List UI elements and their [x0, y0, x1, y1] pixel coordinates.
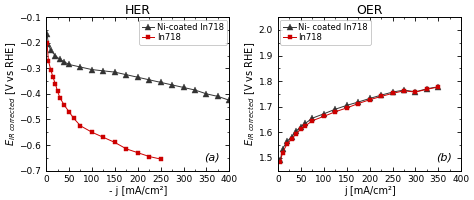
- Ni-coated In718: [135, 76, 141, 78]
- Ni- coated In718: [298, 125, 304, 128]
- Ni-coated In718: [123, 73, 129, 76]
- Ni-coated In718: [57, 58, 63, 61]
- Y-axis label: $E_{IR\ corrected}$ [V vs RHE]: $E_{IR\ corrected}$ [V vs RHE]: [4, 42, 18, 146]
- Ni-coated In718: [48, 49, 54, 52]
- Ni-coated In718: [112, 71, 118, 73]
- Line: In718: In718: [278, 85, 441, 164]
- In718: [66, 111, 72, 113]
- Text: (a): (a): [205, 153, 220, 163]
- Ni- coated In718: [280, 148, 285, 150]
- In718: [123, 148, 129, 150]
- Ni- coated In718: [378, 94, 384, 96]
- Ni- coated In718: [401, 89, 407, 91]
- In718: [356, 102, 361, 105]
- Text: (b): (b): [436, 153, 452, 163]
- In718: [302, 125, 308, 127]
- Ni- coated In718: [284, 140, 290, 142]
- Ni-coated In718: [192, 89, 198, 91]
- In718: [332, 111, 338, 113]
- Ni- coated In718: [332, 108, 338, 110]
- In718: [158, 158, 164, 160]
- In718: [277, 160, 283, 163]
- Ni- coated In718: [310, 117, 315, 119]
- Ni- coated In718: [321, 113, 327, 115]
- X-axis label: j [mA/cm²]: j [mA/cm²]: [344, 186, 395, 196]
- Y-axis label: $E_{IR\ corrected}$ [V vs RHE]: $E_{IR\ corrected}$ [V vs RHE]: [244, 42, 257, 146]
- Ni-coated In718: [227, 99, 232, 101]
- In718: [48, 68, 54, 71]
- Ni- coated In718: [424, 88, 430, 90]
- In718: [53, 82, 58, 85]
- Ni-coated In718: [44, 33, 50, 35]
- In718: [321, 115, 327, 118]
- Ni-coated In718: [146, 79, 152, 81]
- Ni-coated In718: [62, 61, 67, 63]
- In718: [146, 155, 152, 158]
- In718: [112, 141, 118, 144]
- Ni- coated In718: [344, 104, 349, 107]
- Ni- coated In718: [390, 91, 395, 93]
- Ni-coated In718: [169, 84, 175, 86]
- Line: In718: In718: [45, 40, 163, 162]
- In718: [57, 97, 63, 99]
- Ni- coated In718: [356, 101, 361, 103]
- In718: [298, 128, 304, 130]
- Title: HER: HER: [125, 4, 151, 17]
- In718: [44, 42, 50, 44]
- Ni- coated In718: [293, 130, 299, 132]
- In718: [55, 90, 60, 93]
- In718: [284, 143, 290, 145]
- In718: [367, 99, 373, 101]
- Legend: Ni- coated In718, In718: Ni- coated In718, In718: [281, 20, 371, 45]
- Line: Ni-coated In718: Ni-coated In718: [44, 31, 232, 103]
- Ni-coated In718: [215, 95, 221, 98]
- Legend: Ni-coated In718, In718: Ni-coated In718, In718: [139, 20, 227, 45]
- Ni- coated In718: [277, 159, 283, 162]
- Title: OER: OER: [356, 4, 383, 17]
- In718: [135, 151, 141, 154]
- In718: [401, 90, 407, 92]
- Ni- coated In718: [289, 136, 294, 138]
- In718: [280, 151, 285, 154]
- In718: [46, 59, 51, 62]
- Line: Ni- coated In718: Ni- coated In718: [277, 84, 441, 163]
- X-axis label: - j [mA/cm²]: - j [mA/cm²]: [109, 186, 167, 196]
- In718: [344, 107, 349, 109]
- Ni- coated In718: [302, 122, 308, 124]
- In718: [78, 125, 83, 127]
- In718: [293, 132, 299, 135]
- Ni-coated In718: [46, 43, 51, 45]
- In718: [424, 88, 430, 90]
- In718: [289, 138, 294, 140]
- Ni-coated In718: [78, 66, 83, 68]
- Ni-coated In718: [158, 81, 164, 84]
- Ni-coated In718: [53, 54, 58, 57]
- In718: [89, 131, 95, 133]
- Ni- coated In718: [436, 86, 441, 88]
- In718: [390, 92, 395, 95]
- Ni-coated In718: [66, 63, 72, 66]
- Ni- coated In718: [412, 91, 418, 93]
- In718: [50, 76, 56, 78]
- In718: [71, 117, 76, 119]
- In718: [100, 136, 106, 139]
- In718: [436, 86, 441, 88]
- In718: [310, 120, 315, 122]
- Ni-coated In718: [100, 70, 106, 72]
- Ni- coated In718: [367, 97, 373, 100]
- Ni-coated In718: [204, 93, 210, 95]
- In718: [62, 104, 67, 107]
- Ni-coated In718: [181, 86, 186, 89]
- Ni-coated In718: [89, 68, 95, 71]
- In718: [412, 91, 418, 93]
- In718: [378, 95, 384, 98]
